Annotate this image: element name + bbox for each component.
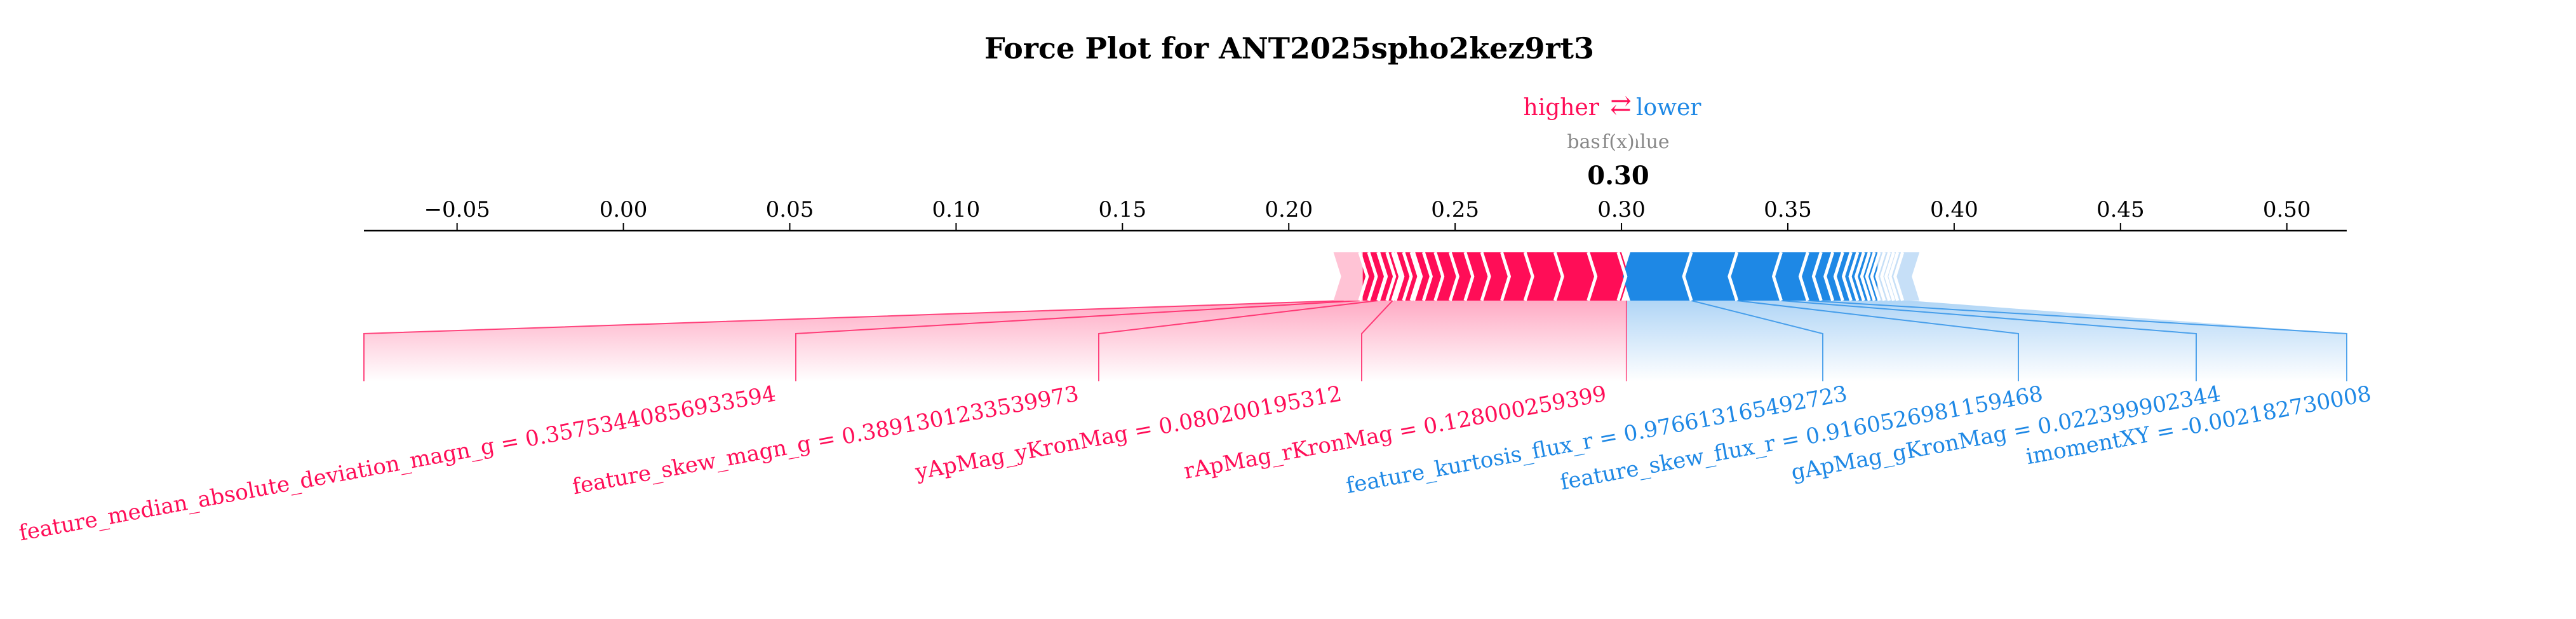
tick-label: 0.15 (1098, 197, 1146, 222)
negative-segment-chevron (1884, 252, 1895, 301)
chart-title: Force Plot for ANT2025spho2kez9rt3 (984, 31, 1594, 65)
negative-segment-chevron (1875, 252, 1886, 301)
positive-segment-chevron (1402, 252, 1413, 301)
positive-segment-chevron (1616, 252, 1628, 301)
positive-feature-label: yApMag_yKronMag = 0.080200195312 (913, 381, 1343, 486)
tick-label: 0.40 (1930, 197, 1978, 222)
legend-arrow-icon: ⇄ (1610, 91, 1632, 120)
positive-connector-line (1361, 300, 1393, 381)
tick-label: 0.20 (1265, 197, 1313, 222)
negative-connector-line (1691, 300, 1823, 381)
positive-segment-chevron (1421, 252, 1433, 301)
positive-segment-chevron (1448, 252, 1459, 301)
force-bar (1333, 252, 1920, 301)
positive-bar (1362, 252, 1629, 301)
output-value-label: 0.30 (1587, 161, 1649, 191)
negative-segment-chevron (1848, 252, 1860, 301)
positive-segment-chevron (1393, 252, 1405, 301)
negative-segment-chevron (1893, 252, 1905, 301)
tick-label: 0.10 (932, 197, 981, 222)
tick-label: 0.30 (1597, 197, 1646, 222)
positive-segment-chevron (1463, 252, 1475, 301)
negative-segment-chevron (1771, 252, 1783, 301)
legend-lower-label: lower (1636, 95, 1701, 121)
positive-connector-fill (364, 301, 1627, 381)
positive-segment-chevron (1385, 252, 1397, 301)
negative-segment-chevron (1860, 252, 1871, 301)
positive-segment-chevron (1553, 252, 1564, 301)
negative-segment-chevron (1870, 252, 1881, 301)
positive-segment-chevron (1409, 252, 1421, 301)
positive-segment-chevron (1433, 252, 1445, 301)
positive-fade-segment (1333, 252, 1369, 301)
negative-fade-segment (1877, 252, 1920, 301)
positive-segment-chevron (1587, 252, 1598, 301)
legend-higher-label: higher (1524, 95, 1600, 121)
negative-segment-chevron (1811, 252, 1823, 301)
positive-segment-chevron (1377, 252, 1388, 301)
positive-connector-line (795, 300, 1360, 381)
x-axis: −0.05 0.00 0.05 0.10 0.15 0.20 0.25 0.30 0.35 0.4… (364, 197, 2347, 232)
tick-label: 0.25 (1431, 197, 1479, 222)
base-value-label: base value (1567, 131, 1669, 153)
negative-segment-chevron (1888, 252, 1900, 301)
negative-segment-chevron (1865, 252, 1876, 301)
positive-segment-chevron (1480, 252, 1491, 301)
tick-label: −0.05 (424, 197, 490, 222)
positive-segment-chevron (1500, 252, 1512, 301)
tick-label: 0.45 (2096, 197, 2145, 222)
negative-segment-chevron (1841, 252, 1853, 301)
connectors (363, 300, 2347, 381)
negative-segment-chevron (1854, 252, 1865, 301)
feature-labels: feature_median_absolute_deviation_magn_g… (17, 381, 2373, 547)
negative-connector-line (1781, 300, 2197, 381)
positive-connector-line (363, 300, 1344, 381)
negative-segment-chevron (1798, 252, 1809, 301)
negative-connector-fill (1626, 301, 2347, 381)
negative-segment-chevron (1823, 252, 1835, 301)
tick-label: 0.35 (1764, 197, 1812, 222)
legend: higher ⇄ lower (1524, 91, 1702, 121)
positive-segment-chevron (1367, 252, 1378, 301)
negative-connector-line (1808, 300, 2347, 381)
positive-connector-line (1098, 300, 1378, 381)
negative-segment-chevron (1833, 252, 1844, 301)
negative-segment-chevron (1880, 252, 1891, 301)
tick-label: 0.00 (600, 197, 648, 222)
positive-segment-chevron (1523, 252, 1534, 301)
positive-segment-chevron (1358, 252, 1369, 301)
negative-segment-chevron (1727, 252, 1739, 301)
positive-segment-chevron (1391, 252, 1402, 301)
tick-label: 0.50 (2263, 197, 2311, 222)
fx-label: f(x) (1602, 131, 1634, 153)
tick-label: 0.05 (766, 197, 814, 222)
negative-segment-chevron (1682, 252, 1693, 301)
negative-connector-line (1736, 300, 2019, 381)
positive-feature-label: feature_skew_magn_g = 0.3891301233539973 (570, 381, 1081, 500)
positive-segment-chevron (1412, 252, 1423, 301)
